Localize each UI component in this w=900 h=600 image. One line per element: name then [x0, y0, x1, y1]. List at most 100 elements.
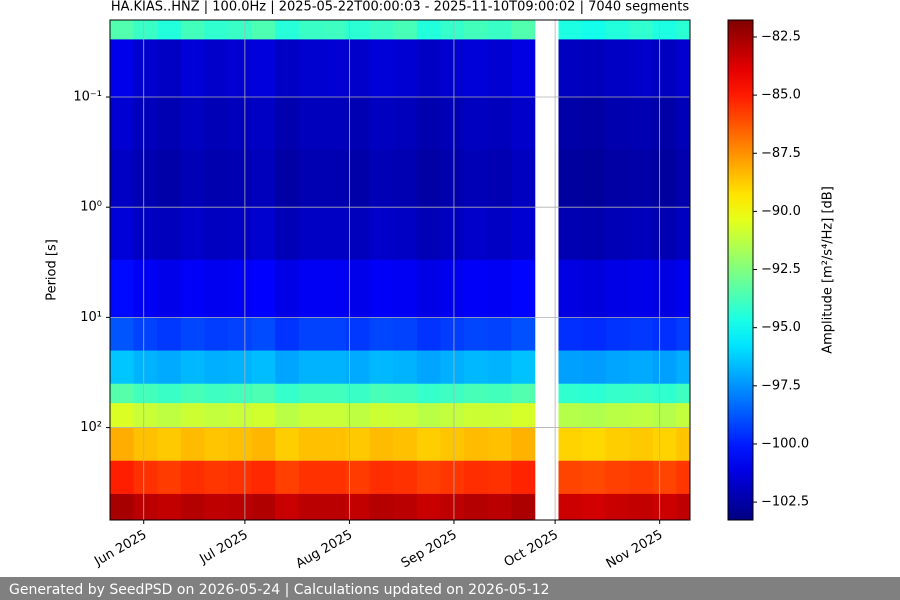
cell	[440, 39, 465, 98]
cell	[629, 460, 654, 495]
cell	[416, 383, 441, 404]
cell	[487, 427, 512, 462]
cell	[676, 427, 691, 462]
cell	[322, 207, 347, 261]
cell	[629, 259, 654, 318]
cell	[298, 403, 323, 428]
cell	[487, 403, 512, 428]
cell	[204, 39, 229, 98]
colorbar-tick-label: −92.5	[761, 262, 801, 277]
cell	[629, 39, 654, 98]
cell	[416, 460, 441, 495]
cell	[180, 493, 205, 521]
cell	[652, 403, 677, 428]
cell	[275, 39, 300, 98]
cell	[605, 149, 630, 208]
cell	[298, 493, 323, 521]
cell	[228, 383, 253, 404]
cell	[204, 460, 229, 495]
cell	[652, 383, 677, 404]
cell	[652, 493, 677, 521]
cell	[298, 383, 323, 404]
cell	[180, 350, 205, 385]
cell	[157, 20, 182, 40]
cell	[605, 207, 630, 261]
cell	[629, 317, 654, 351]
cell	[251, 149, 276, 208]
cell	[251, 317, 276, 351]
cell	[133, 39, 158, 98]
cell	[275, 97, 300, 150]
cell	[228, 259, 253, 318]
cell	[346, 460, 371, 495]
cell	[322, 20, 347, 40]
cell	[298, 20, 323, 40]
cell	[180, 427, 205, 462]
cell	[511, 460, 536, 495]
cell	[440, 149, 465, 208]
cell	[652, 350, 677, 385]
cell	[133, 350, 158, 385]
cell	[676, 207, 691, 261]
footer-bar	[0, 577, 900, 600]
cell	[676, 39, 691, 98]
cell	[393, 350, 418, 385]
cell	[416, 493, 441, 521]
cell	[558, 97, 583, 150]
cell	[369, 207, 394, 261]
cell	[676, 460, 691, 495]
cell	[464, 207, 489, 261]
cell	[582, 149, 607, 208]
cell	[228, 493, 253, 521]
cell	[133, 427, 158, 462]
y-tick-label: 10¹	[80, 310, 102, 325]
cell	[558, 149, 583, 208]
colorbar-tick-label: −85.0	[761, 88, 801, 103]
cell	[369, 493, 394, 521]
cell	[275, 20, 300, 40]
cell	[251, 259, 276, 318]
cell	[487, 39, 512, 98]
cell	[464, 20, 489, 40]
cell	[157, 403, 182, 428]
cell	[605, 350, 630, 385]
cell	[251, 460, 276, 495]
cell	[511, 427, 536, 462]
cell	[605, 259, 630, 318]
cell	[133, 317, 158, 351]
cell	[298, 427, 323, 462]
cell	[487, 350, 512, 385]
x-tick-label: Nov 2025	[604, 528, 666, 572]
cell	[629, 149, 654, 208]
cell	[393, 97, 418, 150]
cell	[204, 97, 229, 150]
cell	[676, 403, 691, 428]
cell	[582, 493, 607, 521]
cell	[275, 149, 300, 208]
cell	[652, 317, 677, 351]
cell	[558, 207, 583, 261]
cell	[393, 149, 418, 208]
cell	[133, 383, 158, 404]
cell	[487, 207, 512, 261]
cell	[440, 259, 465, 318]
cell	[228, 39, 253, 98]
cell	[110, 39, 135, 98]
cell	[629, 383, 654, 404]
cell	[511, 207, 536, 261]
cell	[180, 149, 205, 208]
colorbar-tick-label: −90.0	[761, 204, 801, 219]
colorbar-tick-label: −82.5	[761, 29, 801, 44]
cell	[369, 317, 394, 351]
cell	[110, 20, 135, 40]
cell	[464, 350, 489, 385]
cell	[110, 427, 135, 462]
cell	[558, 427, 583, 462]
cell	[322, 383, 347, 404]
cell	[275, 317, 300, 351]
cell	[251, 427, 276, 462]
cell	[487, 97, 512, 150]
cell	[629, 427, 654, 462]
cell	[110, 317, 135, 351]
